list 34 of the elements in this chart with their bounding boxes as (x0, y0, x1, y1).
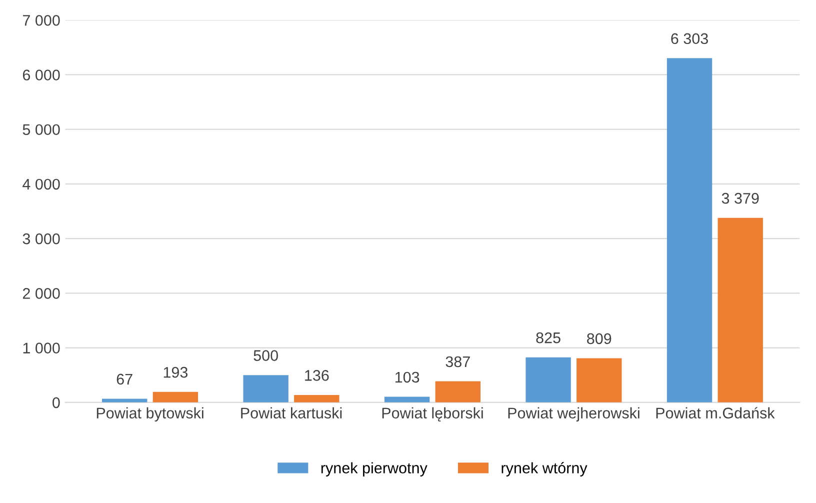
bar (152, 392, 198, 402)
x-tick-label: Powiat bytowski (96, 407, 204, 422)
y-tick-label: 1 000 (23, 342, 60, 354)
legend-label: rynek wtórny (502, 462, 588, 476)
y-tick-label: 5 000 (22, 124, 60, 136)
y-tick-label: 7 000 (22, 14, 60, 26)
data-label: 500 (254, 350, 278, 361)
data-label: 193 (164, 366, 188, 378)
bar (526, 357, 571, 402)
x-tick-label: Powiat wejherowski (508, 407, 640, 422)
y-tick-label: 4 000 (22, 178, 60, 190)
data-label: 6 303 (671, 33, 708, 44)
bar (435, 381, 480, 402)
bar (243, 375, 288, 402)
data-label: 387 (446, 356, 470, 368)
data-label: 103 (395, 372, 420, 383)
bar (102, 398, 148, 402)
bar (718, 218, 763, 402)
legend-label: rynek pierwotny (321, 462, 428, 476)
data-label: 809 (587, 333, 612, 344)
bar (576, 358, 622, 402)
x-tick-label: Powiat kartuski (241, 407, 342, 418)
y-tick-label: 3 000 (22, 233, 60, 244)
y-tick-label: 0 (52, 397, 60, 408)
y-tick-label: 6 000 (22, 70, 60, 80)
data-label: 136 (305, 370, 329, 381)
y-tick-label: 2 000 (22, 288, 60, 299)
bar (294, 394, 340, 402)
x-tick-label: Powiat lęborski (382, 407, 483, 422)
data-label: 825 (536, 332, 560, 344)
bar (666, 58, 712, 402)
data-label: 67 (116, 374, 132, 385)
data-label: 3 379 (722, 192, 759, 204)
x-tick-label: Powiat m.Gdańsk (656, 407, 775, 418)
